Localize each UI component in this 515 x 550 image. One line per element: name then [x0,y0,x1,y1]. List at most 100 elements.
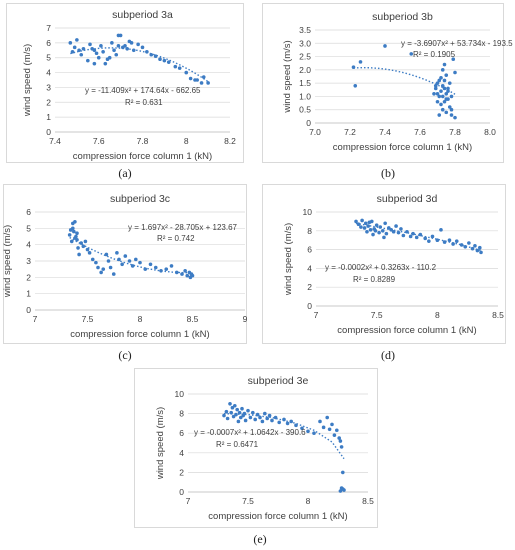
trend-equation: y = 1.697x² - 28.705x + 123.67 [128,223,238,232]
xtick-label: 7.5 [82,314,94,324]
data-point [330,422,334,427]
data-point [177,66,182,70]
data-point [439,76,443,80]
data-point [201,75,206,79]
data-point [365,229,369,234]
xtick-label: 7.5 [371,310,383,320]
data-point [435,99,440,104]
caption-b: (b) [381,166,395,180]
ytick-label: 0 [26,305,31,315]
data-point [446,86,450,91]
data-point [382,235,386,240]
data-point [138,260,142,265]
ytick-label: 2 [307,282,312,292]
data-point [253,417,257,422]
xtick-label: 8 [138,314,143,324]
data-point [337,436,341,440]
xtick-label: 7 [33,314,38,324]
ytick-label: 2.0 [299,65,311,75]
data-point [359,225,363,229]
trendline [355,222,482,252]
data-point [439,228,443,232]
data-point [442,78,447,83]
data-point [71,226,75,231]
ytick-label: 0 [46,127,51,137]
data-point [401,233,406,238]
data-point [73,236,77,240]
data-point [166,60,171,64]
data-point [449,107,454,112]
y-axis-label: wind speed (m/s) [2,225,13,298]
data-point [68,41,73,45]
ytick-label: 2 [26,272,31,282]
data-point [362,226,367,230]
data-point [358,60,363,64]
data-point [440,94,445,99]
ytick-label: 2 [179,467,184,477]
data-point [111,272,116,276]
data-point [418,232,423,237]
chart-title: subperiod 3a [112,9,173,21]
data-point [356,222,361,227]
ytick-label: 1 [46,112,51,122]
data-point [108,265,113,270]
xtick-label: 7.8 [137,136,149,146]
data-point [206,81,210,85]
data-point [335,428,339,433]
data-point [73,220,77,224]
ytick-label: 2 [46,97,51,107]
data-point [325,415,329,420]
chart-3a: 0 1 2 3 4 5 6 7 7.4 7.6 7.8 8 8.2 subperiod 3a compres… [22,9,236,162]
data-point [83,239,88,244]
data-point [409,52,414,56]
data-point [184,70,189,75]
ytick-label: 4 [26,240,31,250]
data-point [338,489,343,493]
data-point [199,81,204,85]
caption-d: (d) [381,348,395,362]
data-point [374,223,379,227]
data-point [225,416,230,421]
data-point [312,431,316,435]
data-point [437,94,442,99]
data-point [414,235,419,240]
data-point [408,234,413,239]
data-point [383,44,387,48]
chart-frame-3c [3,184,247,344]
data-point [354,219,358,224]
data-point [430,234,435,239]
ytick-label: 7 [46,23,51,33]
data-point [120,262,124,267]
data-point [399,227,403,231]
ytick-label: 0.5 [299,105,311,115]
data-point [99,270,103,275]
data-point [437,78,442,83]
y-axis-label: wind speed (m/s) [283,223,294,296]
data-point [240,406,244,411]
data-point [442,99,447,104]
data-point [115,251,119,255]
data-point [339,445,344,449]
data-point [251,410,255,415]
trendline [69,236,193,274]
data-point [101,267,106,271]
y-axis-label: wind speed (m/s) [282,40,293,113]
data-point [444,97,449,101]
data-point [478,245,482,250]
data-point [239,415,243,420]
data-point [368,228,373,232]
data-point [94,51,99,56]
data-point [153,265,158,270]
data-point [321,425,326,430]
ytick-label: 3 [26,256,31,266]
data-point [236,419,241,424]
x-axis-label: compression force column 1 (kN) [73,151,212,162]
xtick-label: 7.4 [49,136,61,146]
y-axis-label: wind speed (m/s) [155,407,166,480]
data-point [103,61,108,66]
data-point [433,86,438,91]
data-point [127,259,132,263]
data-point [90,257,95,262]
data-point [444,110,449,115]
data-point [442,62,447,67]
